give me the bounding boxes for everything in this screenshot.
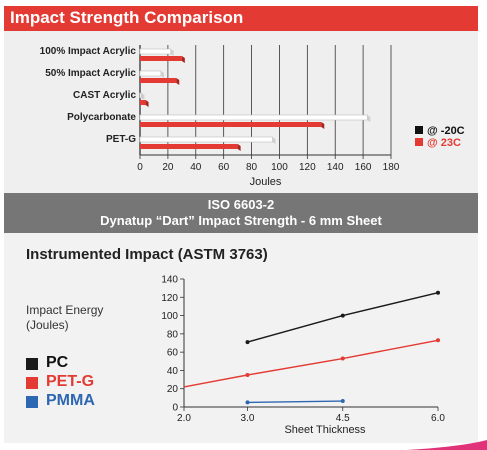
x-tick-label: 120 — [299, 162, 316, 173]
bar-23c-cap — [176, 78, 180, 85]
bar-23c — [140, 56, 182, 61]
legend-swatch-minus20c — [415, 126, 423, 134]
legend-swatch-23c — [415, 138, 423, 146]
bar-minus20c-cap — [141, 93, 145, 100]
y-axis-label-line-2: (Joules) — [26, 318, 69, 332]
x-tick-label: 40 — [190, 162, 202, 173]
bar-23c-cap — [237, 144, 241, 151]
category-label: PET-G — [106, 134, 136, 145]
bar-23c — [140, 144, 238, 149]
legend-swatch — [26, 358, 38, 370]
category-label: 100% Impact Acrylic — [40, 46, 137, 57]
banner-line-2: Dynatup “Dart” Impact Strength - 6 mm Sh… — [100, 213, 382, 228]
bar-23c-cap — [321, 122, 325, 129]
bar-chart-panel: 0 20 40 60 80 100 120 140 160 180 Joules 100% Impac… — [4, 31, 478, 193]
decorative-swoosh — [407, 440, 487, 450]
bar-minus20c-cap — [170, 49, 174, 56]
bar-23c-cap — [181, 56, 185, 63]
category-label: CAST Acrylic — [73, 90, 136, 101]
x-tick-label: 4.5 — [336, 413, 350, 424]
y-tick-label: 40 — [167, 366, 179, 377]
y-tick-label: 100 — [161, 311, 178, 322]
data-point-pc — [245, 340, 250, 345]
chart-header-bar: Impact Strength Comparison — [4, 6, 478, 31]
legend-swatch — [26, 377, 38, 389]
legend-label: PET-G — [46, 373, 95, 390]
chart-title: Impact Strength Comparison — [10, 8, 244, 27]
data-point-pmma — [340, 399, 345, 404]
line-chart-panel: Instrumented Impact (ASTM 3763) Impact E… — [4, 233, 478, 443]
legend-label-minus20c: @ -20C — [427, 125, 465, 137]
data-point-pet-g — [245, 373, 250, 377]
category-label: 50% Impact Acrylic — [45, 68, 136, 79]
legend-label: PC — [46, 354, 69, 371]
x-axis-label: Joules — [250, 176, 282, 188]
x-axis-label: Sheet Thickness — [284, 424, 366, 436]
bar-minus20c — [139, 114, 368, 121]
bar-minus20c-cap — [160, 71, 164, 78]
x-tick-label: 3.0 — [241, 413, 255, 424]
x-tick-label: 20 — [162, 162, 174, 173]
bar-23c — [140, 122, 322, 127]
line-chart: 0 20 40 60 80 100 120 140 2.0 3.0 4.5 6.0 Sheet Thic… — [161, 275, 445, 437]
bar-minus20c — [139, 70, 162, 77]
data-point-pet-g — [340, 356, 345, 361]
y-axis-label-line-1: Impact Energy — [26, 303, 104, 317]
x-tick-label: 80 — [246, 162, 258, 173]
info-banner: ISO 6603-2 Dynatup “Dart” Impact Strengt… — [4, 193, 478, 233]
y-tick-label: 120 — [161, 293, 178, 304]
banner-line-1: ISO 6603-2 — [207, 197, 275, 212]
y-tick-label: 60 — [167, 348, 179, 359]
x-tick-label: 100 — [271, 162, 288, 173]
x-tick-label: 2.0 — [177, 413, 191, 424]
series-line-pmma — [247, 400, 343, 404]
bar-chart: 0 20 40 60 80 100 120 140 160 180 Joules 100% Impac… — [40, 45, 465, 188]
bar-23c-cap — [145, 100, 149, 107]
x-tick-label: 160 — [355, 162, 372, 173]
y-tick-label: 0 — [172, 403, 178, 414]
y-tick-label: 80 — [167, 329, 179, 340]
legend-label-23c: @ 23C — [427, 137, 461, 149]
data-point-pet-g — [436, 338, 440, 343]
data-point-pmma — [245, 400, 250, 405]
data-point-pc — [436, 290, 440, 295]
series-line-pet-g — [183, 339, 439, 388]
line-chart-title: Instrumented Impact (ASTM 3763) — [26, 246, 268, 263]
legend-swatch — [26, 396, 38, 408]
legend-label: PMMA — [46, 392, 95, 409]
bar-minus20c-cap — [367, 115, 371, 122]
x-tick-label: 180 — [383, 162, 400, 173]
x-tick-label: 140 — [327, 162, 344, 173]
bar-23c — [140, 100, 146, 105]
y-tick-label: 20 — [167, 384, 179, 395]
x-tick-label: 6.0 — [431, 413, 445, 424]
bar-minus20c — [139, 48, 171, 55]
bar-minus20c-cap — [272, 137, 276, 144]
bar-minus20c — [139, 92, 142, 99]
x-tick-label: 60 — [218, 162, 230, 173]
bar-minus20c — [139, 136, 273, 143]
category-label: Polycarbonate — [67, 112, 136, 123]
x-tick-label: 0 — [137, 162, 143, 173]
data-point-pc — [340, 313, 345, 318]
y-tick-label: 140 — [161, 275, 178, 286]
bar-23c — [140, 78, 177, 83]
